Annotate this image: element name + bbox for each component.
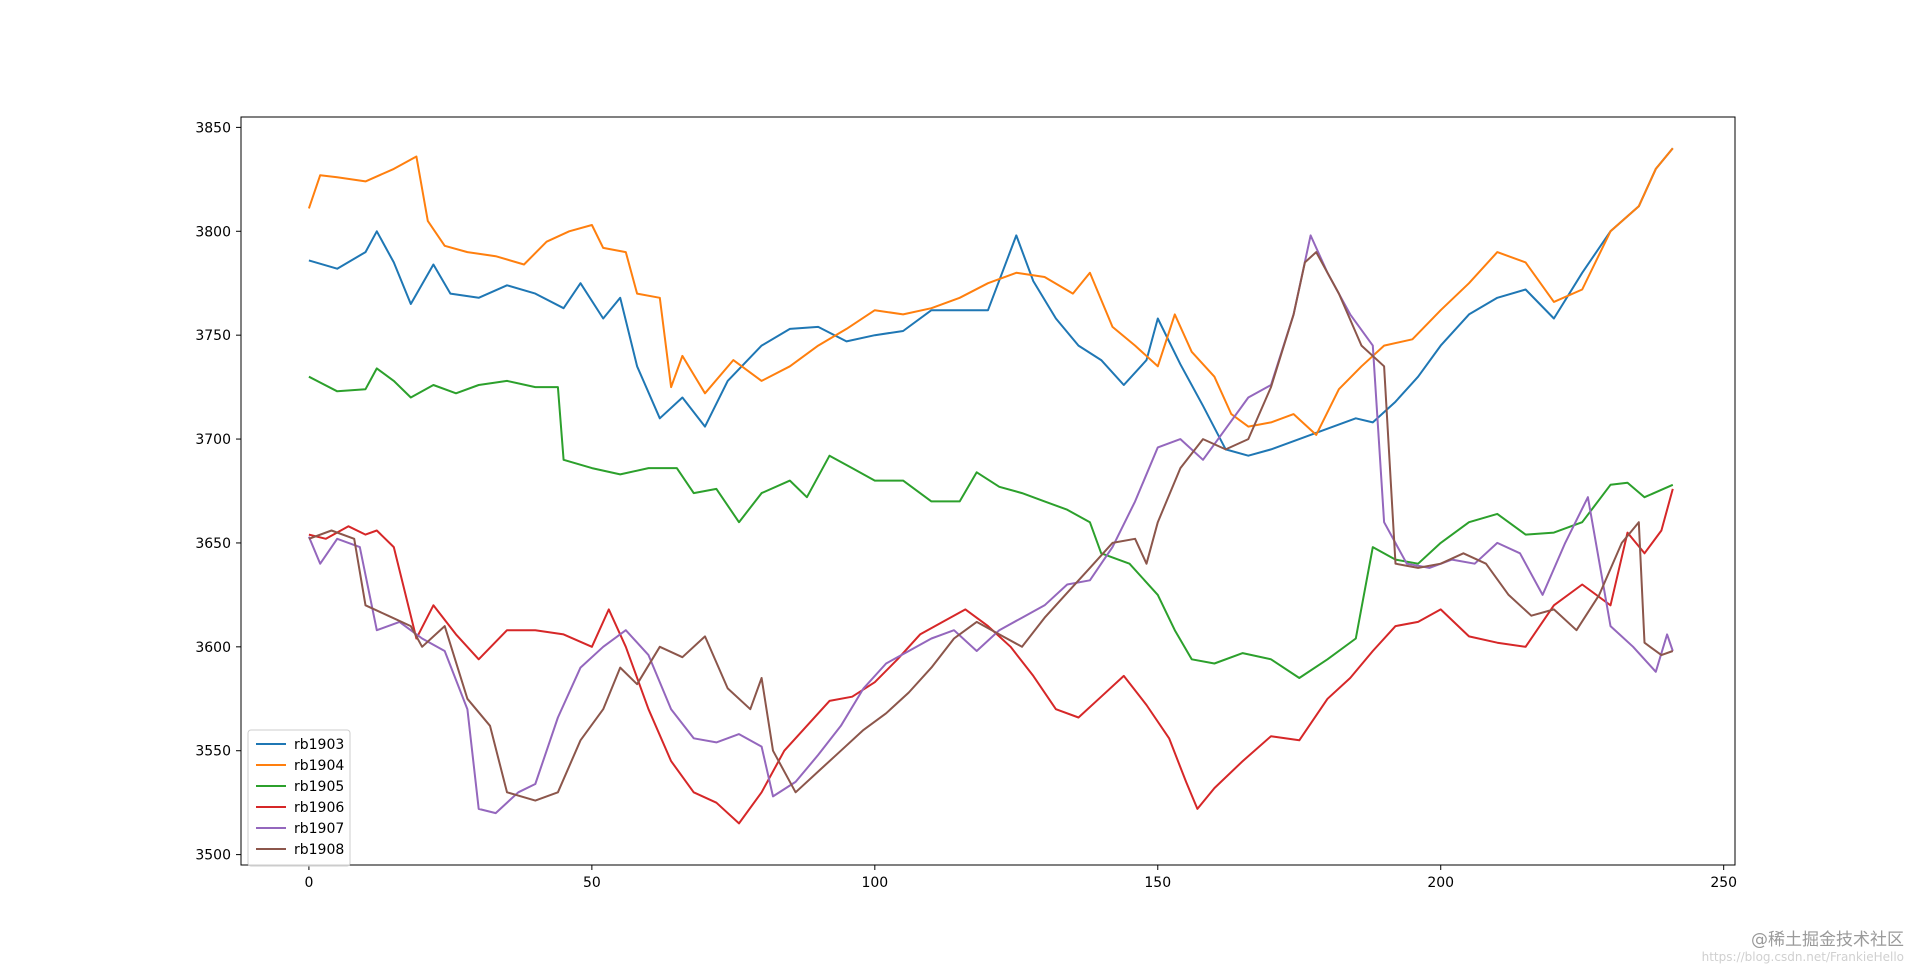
watermark-url: https://blog.csdn.net/FrankieHello — [1701, 950, 1904, 964]
watermark: @稀土掘金技术社区 https://blog.csdn.net/FrankieH… — [1702, 925, 1904, 964]
legend-label-rb1903: rb1903 — [294, 737, 344, 753]
y-tick-label: 3550 — [195, 744, 231, 760]
legend-label-rb1906: rb1906 — [294, 800, 344, 816]
series-line-rb1907 — [307, 234, 1674, 815]
y-tick-label: 3800 — [195, 224, 231, 240]
x-tick-label: 50 — [583, 875, 601, 891]
y-tick-label: 3500 — [195, 848, 231, 864]
x-tick-label: 100 — [861, 875, 888, 891]
series-line-rb1906 — [308, 488, 1674, 825]
y-tick-label: 3650 — [195, 536, 231, 552]
series-line-rb1905 — [308, 367, 1674, 679]
y-tick-label: 3850 — [195, 120, 231, 136]
legend: rb1903 rb1904 rb1905 rb1906 rb1907 rb1908 — [247, 729, 351, 867]
y-tick-label: 3600 — [195, 640, 231, 656]
ticks-layer: 0 50 100 150 200 250 3500 3550 3600 3650 3700 3750 3… — [195, 120, 1737, 891]
x-tick-label: 200 — [1427, 875, 1454, 891]
series-line-rb1903 — [308, 147, 1674, 457]
legend-label-rb1907: rb1907 — [294, 821, 344, 837]
series-line-rb1908 — [308, 251, 1674, 802]
legend-label-rb1905: rb1905 — [294, 779, 344, 795]
series-layer — [307, 147, 1674, 825]
y-tick-label: 3750 — [195, 328, 231, 344]
watermark-main: @稀土掘金技术社区 — [1751, 930, 1904, 950]
x-tick-label: 150 — [1144, 875, 1171, 891]
x-tick-label: 250 — [1710, 875, 1737, 891]
legend-label-rb1904: rb1904 — [294, 758, 344, 774]
plot-frame — [240, 116, 1736, 866]
series-line-rb1904 — [307, 147, 1674, 436]
x-tick-label: 0 — [304, 875, 313, 891]
legend-label-rb1908: rb1908 — [294, 842, 344, 858]
y-tick-label: 3700 — [195, 432, 231, 448]
plot-area — [241, 117, 1735, 865]
